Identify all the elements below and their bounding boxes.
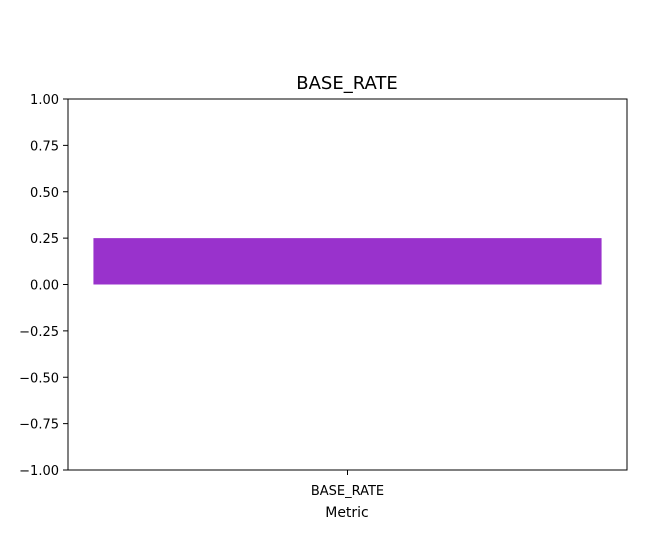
y-tick-label: −0.75	[19, 418, 59, 433]
y-axis: −1.00 −0.75 −0.50 −0.25 0.00 0.25 0.50 0.75 1.00	[19, 93, 68, 479]
y-tick-label: 1.00	[30, 93, 59, 108]
bar-base-rate	[93, 238, 602, 285]
y-tick-label: −0.50	[19, 371, 59, 386]
bars	[93, 238, 602, 285]
y-tick-label: 0.00	[30, 279, 59, 294]
y-tick-label: 0.50	[30, 186, 59, 201]
y-tick-label: 0.75	[30, 139, 59, 154]
y-tick-label: 0.25	[30, 232, 59, 247]
chart-title: BASE_RATE	[296, 73, 398, 94]
plot-frame	[67, 98, 628, 471]
x-axis: BASE_RATE	[311, 470, 384, 499]
y-tick-label: −1.00	[19, 464, 59, 479]
x-tick-label: BASE_RATE	[311, 484, 384, 499]
x-axis-label: Metric	[325, 505, 369, 521]
y-tick-label: −0.25	[19, 325, 59, 340]
